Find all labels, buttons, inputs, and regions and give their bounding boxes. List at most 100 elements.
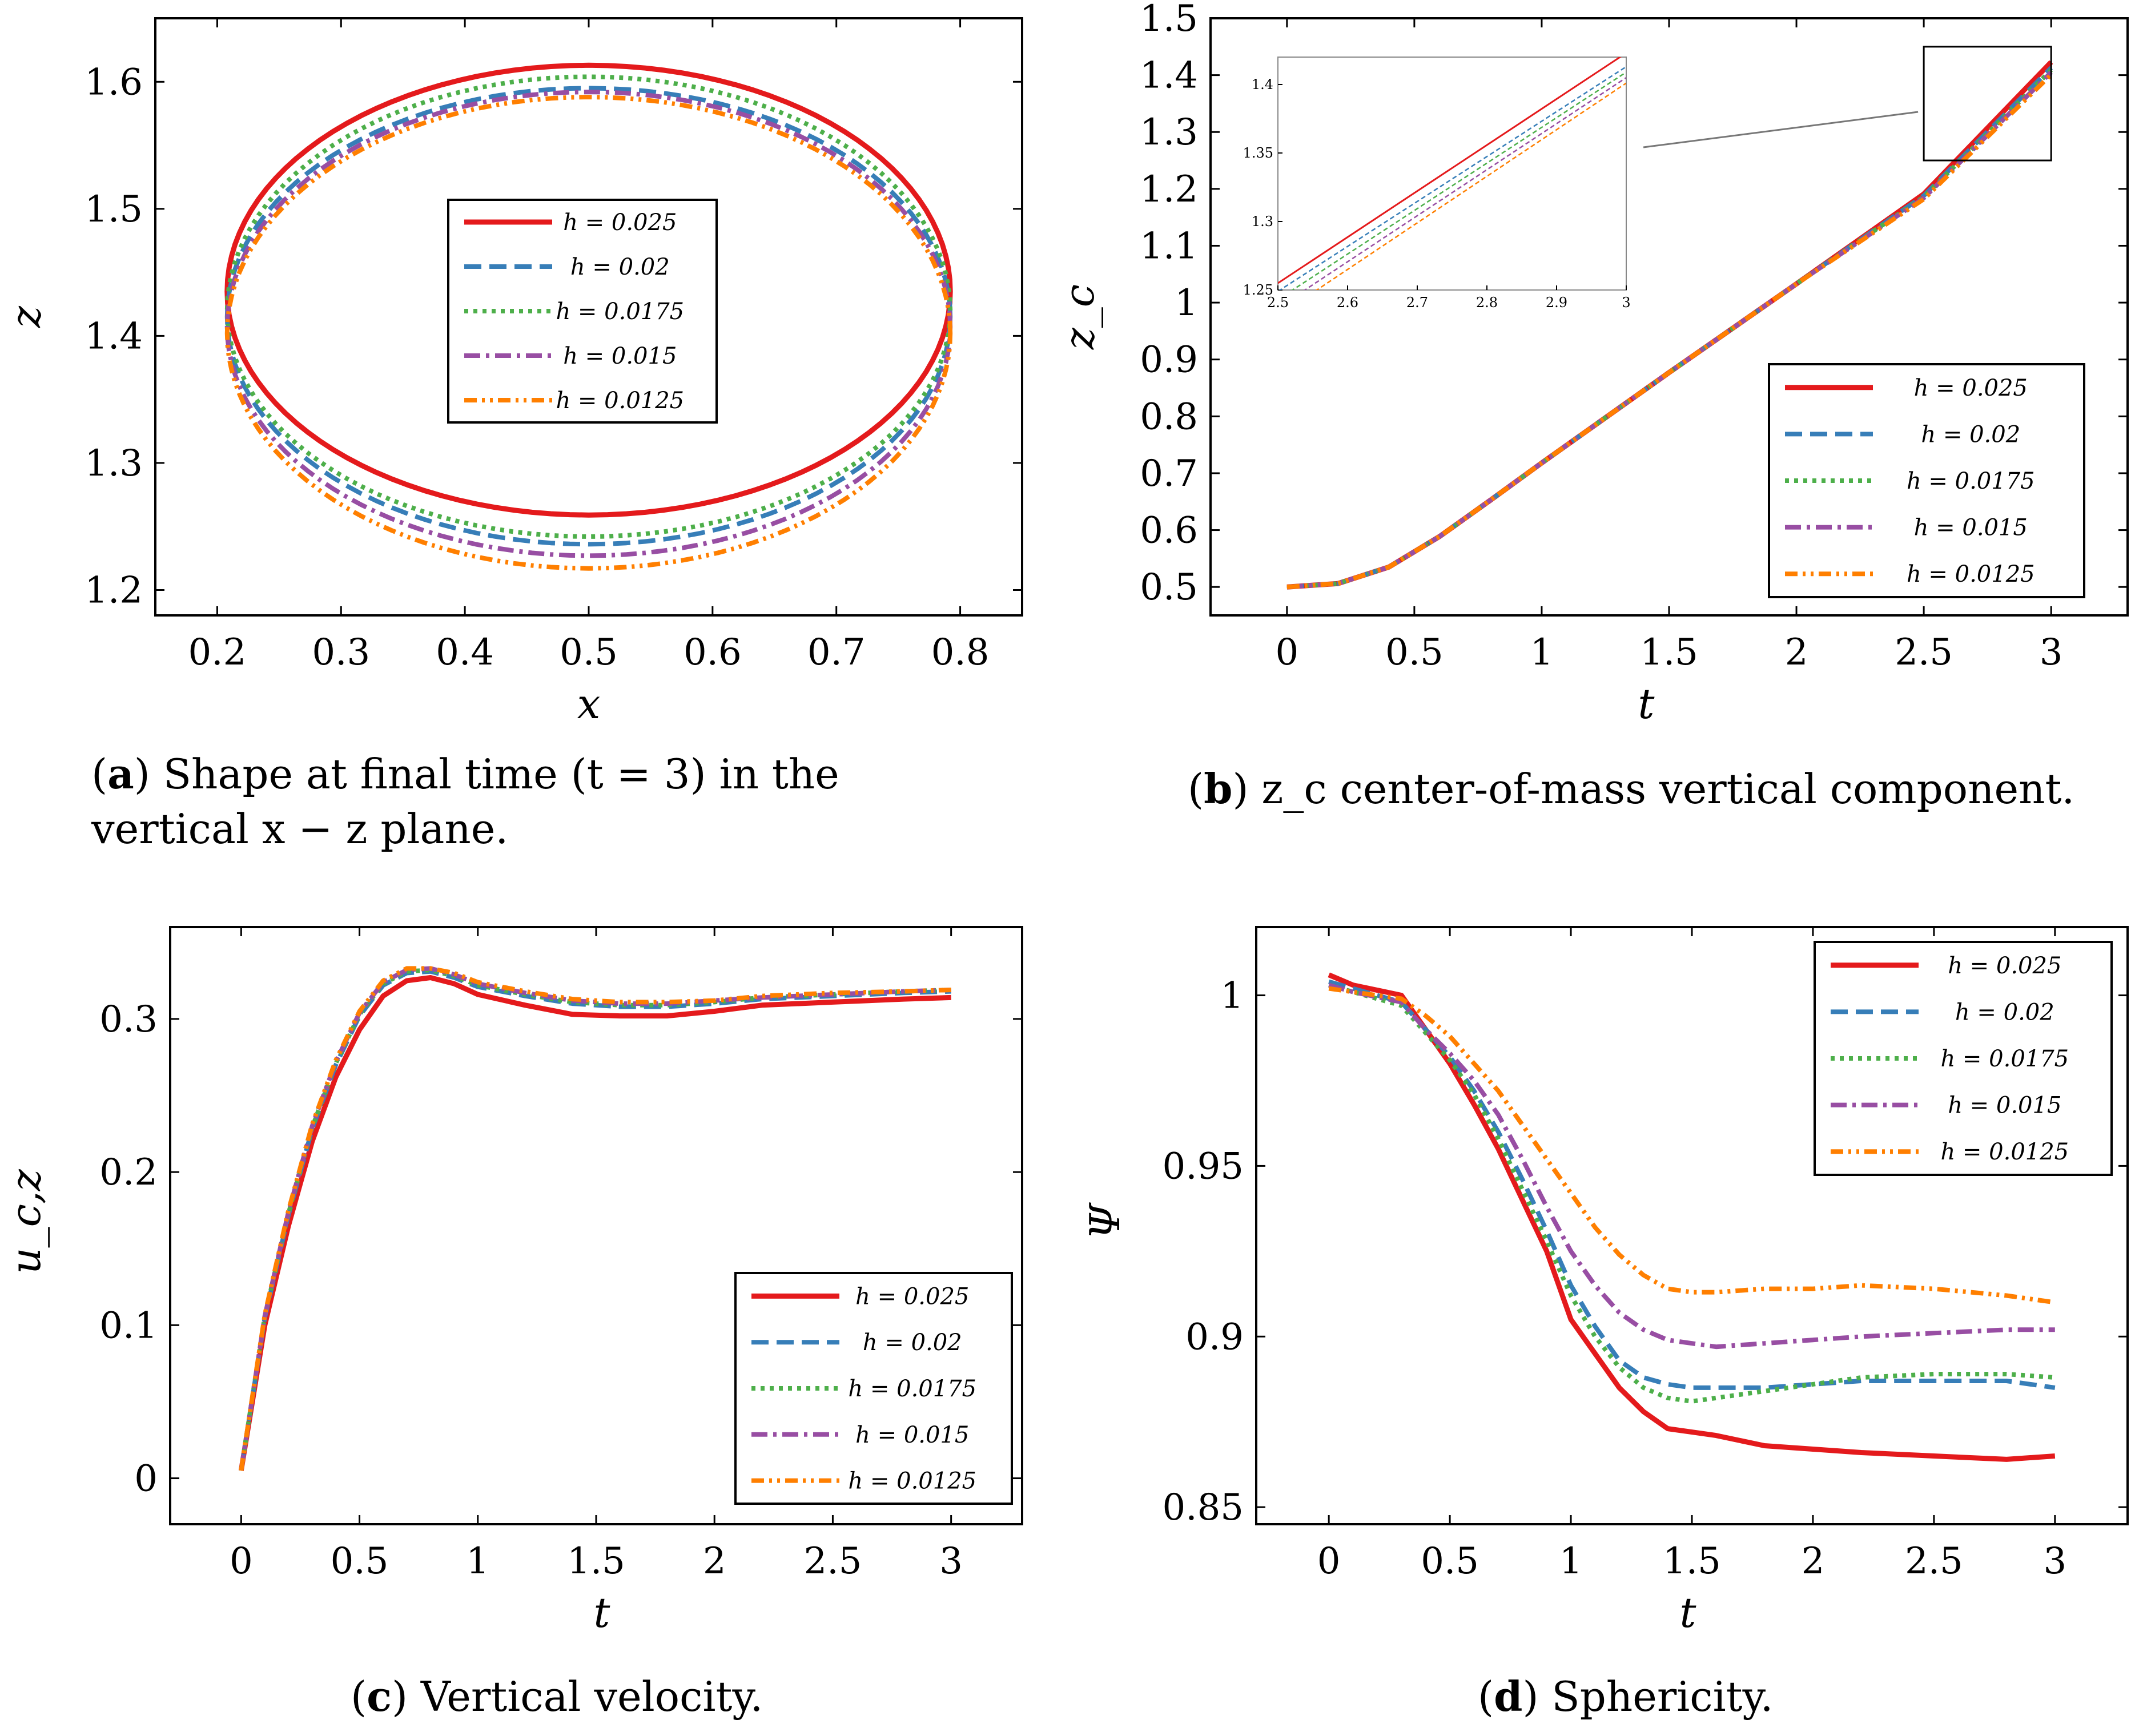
- caption-c: (c) Vertical velocity.: [351, 1672, 763, 1721]
- series-line-purple: [224, 90, 953, 558]
- x-tick-label: 2: [703, 1540, 726, 1582]
- y-tick-label: 0.85: [1163, 1487, 1244, 1529]
- series-line-blue: [239, 969, 951, 1471]
- x-tick-label: 0.8: [931, 631, 990, 674]
- legend-label: h = 0.0175: [848, 1376, 976, 1402]
- x-tick-label: 1.5: [1663, 1540, 1721, 1582]
- y-tick-label: 1.2: [1140, 168, 1198, 211]
- inset-x-tick-label: 3: [1622, 295, 1630, 311]
- inset-y-tick-label: 1.4: [1252, 76, 1273, 92]
- legend-label: h = 0.02: [1921, 421, 2020, 448]
- y-tick-label: 1.6: [85, 61, 143, 103]
- x-tick-label: 0.5: [331, 1540, 389, 1582]
- inset-frame: [1277, 57, 1627, 291]
- x-tick-label: 1: [466, 1540, 489, 1582]
- inset-x-tick-label: 2.5: [1267, 295, 1289, 311]
- caption-b-text: z_c center-of-mass vertical component.: [1261, 765, 2075, 813]
- legend-label: h = 0.025: [1948, 953, 2061, 979]
- inset-y-tick-label: 1.3: [1252, 214, 1273, 229]
- y-tick-label: 0.9: [1140, 339, 1198, 381]
- inset-x-tick-label: 2.7: [1406, 295, 1428, 311]
- legend-label: h = 0.0175: [1940, 1046, 2069, 1072]
- legend-label: h = 0.0125: [1940, 1139, 2069, 1165]
- y-tick-label: 0.5: [1140, 566, 1198, 609]
- x-tick-label: 0: [230, 1540, 253, 1582]
- x-tick-label: 0.5: [1421, 1540, 1479, 1582]
- x-tick-label: 0.7: [807, 631, 866, 674]
- y-tick-label: 1: [1175, 282, 1198, 324]
- series-line-red: [238, 975, 951, 1471]
- y-tick-label: 1.3: [1140, 111, 1198, 154]
- x-tick-label: 0.5: [1385, 631, 1444, 674]
- x-tick-label: 0.4: [436, 631, 494, 674]
- legend-label: h = 0.025: [563, 210, 677, 236]
- y-tick-label: 1.5: [1140, 0, 1198, 40]
- x-tick-label: 0: [1275, 631, 1298, 674]
- y-axis-label: z_c: [1055, 284, 1103, 350]
- inset-series-line-red: [1278, 57, 1622, 284]
- x-tick-label: 3: [2040, 631, 2063, 674]
- x-tick-label: 0.2: [188, 631, 247, 674]
- series-line-purple: [1286, 70, 2053, 590]
- x-tick-label: 0.3: [312, 631, 370, 674]
- y-tick-label: 0.95: [1163, 1145, 1244, 1187]
- x-tick-label: 2: [1802, 1540, 1825, 1582]
- legend-label: h = 0.015: [855, 1422, 969, 1448]
- x-tick-label: 0: [1317, 1540, 1341, 1582]
- legend-c: h = 0.025 h = 0.02 h = 0.0175 h = 0.015 h = …: [734, 1272, 1013, 1505]
- inset-x-tick-label: 2.6: [1337, 295, 1358, 311]
- legend-d: h = 0.025 h = 0.02 h = 0.0175 h = 0.015 h = …: [1814, 941, 2113, 1176]
- y-tick-label: 1.4: [85, 315, 143, 357]
- panel-a-shape-plot: 0.2 0.3 0.4 0.5 0.6 0.7 0.8 1.2 1.3 1.4 1.5 1.6 x z h …: [2, 17, 1023, 728]
- series-line-purple: [1328, 982, 2055, 1350]
- y-tick-label: 1.2: [85, 569, 143, 611]
- series-line-green: [1328, 982, 2056, 1404]
- caption-d-text: Sphericity.: [1551, 1673, 1774, 1721]
- legend-a: h = 0.025 h = 0.02 h = 0.0175 h = 0.015 h = …: [447, 199, 718, 424]
- y-tick-label: 0: [134, 1458, 158, 1500]
- inset-plot: 2.5 2.6 2.7 2.8 2.9 3 1.25 1.3 1.35 1.4: [1243, 57, 1631, 311]
- series-line-orange: [1286, 72, 2053, 590]
- x-axis-label: t: [1680, 1589, 1697, 1637]
- inset-series-line-purple: [1303, 76, 1626, 290]
- series-line-orange: [1328, 986, 2056, 1305]
- y-tick-label: 0.8: [1140, 396, 1198, 438]
- inset-series-line-green: [1291, 71, 1626, 290]
- panel-b-zc-plot: 0 0.5 1 1.5 2 2.5 3 0.5 0.6 0.7 0.8 0.9 1 1.1 1.2 1.3 1.…: [1055, 0, 2129, 728]
- inset-y-tick-label: 1.25: [1243, 282, 1273, 298]
- inset-series-line-blue: [1278, 66, 1626, 290]
- y-tick-label: 1.4: [1140, 55, 1198, 97]
- y-tick-label: 1.1: [1140, 225, 1198, 267]
- legend-label: h = 0.0125: [1907, 561, 2035, 587]
- x-tick-label: 0.5: [560, 631, 618, 674]
- legend-label: h = 0.0125: [848, 1468, 976, 1495]
- y-tick-label: 1.5: [85, 188, 143, 231]
- x-axis-label: x: [577, 680, 601, 728]
- y-tick-label: 0.3: [99, 998, 158, 1041]
- inset-series-line-orange: [1315, 82, 1626, 290]
- x-axis-label: t: [594, 1589, 611, 1637]
- zoom-box: [1923, 46, 2052, 162]
- x-tick-label: 2.5: [804, 1540, 862, 1582]
- caption-c-text: Vertical velocity.: [420, 1673, 763, 1721]
- caption-a: (a) Shape at final time (t = 3) in the v…: [91, 750, 839, 853]
- inset-y-tick-label: 1.35: [1243, 145, 1273, 161]
- legend-label: h = 0.015: [563, 343, 677, 369]
- x-tick-label: 2.5: [1905, 1540, 1963, 1582]
- inset-x-tick-label: 2.9: [1546, 295, 1567, 311]
- x-tick-label: 1: [1530, 631, 1554, 674]
- y-tick-label: 0.7: [1140, 453, 1198, 495]
- x-axis-label: t: [1638, 680, 1655, 728]
- legend-b: h = 0.025 h = 0.02 h = 0.0175 h = 0.015 h = …: [1768, 363, 2085, 598]
- inset-x-tick-label: 2.8: [1476, 295, 1498, 311]
- legend-label: h = 0.025: [1914, 375, 2028, 401]
- x-tick-label: 1: [1559, 1540, 1583, 1582]
- y-tick-label: 0.1: [99, 1304, 158, 1347]
- x-tick-label: 3: [2043, 1540, 2066, 1582]
- x-tick-label: 1.5: [1640, 631, 1698, 674]
- y-tick-label: 1.3: [85, 442, 143, 485]
- x-tick-label: 3: [939, 1540, 963, 1582]
- legend-label: h = 0.02: [570, 254, 670, 280]
- caption-a-text: Shape at final time (t = 3) in the verti…: [91, 750, 839, 853]
